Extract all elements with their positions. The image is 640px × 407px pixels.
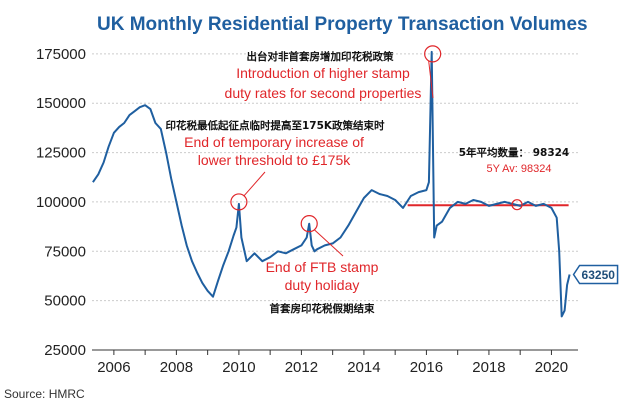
y-axis-ticks: 25000 50000 75000 100000 125000 150000 175000 (36, 46, 86, 359)
annotation-circle-five-year-average (511, 199, 523, 211)
series-line-transactions (92, 50, 571, 318)
y-tick-label-150000: 150000 (36, 95, 86, 112)
end-value-label-text: 63250 (582, 268, 616, 282)
end-value-label: 63250 (572, 264, 619, 285)
source-note: Source: HMRC (4, 387, 85, 401)
x-tick-label-2010: 2010 (222, 359, 255, 376)
grid-lines (92, 53, 578, 351)
leader-second-properties (428, 60, 434, 99)
annotation-en-second-properties-2: duty rates for second properties (225, 85, 422, 101)
x-tick-label-2008: 2008 (160, 359, 193, 376)
annotation-en-threshold-1: End of temporary increase of (184, 134, 364, 150)
annotation-cn-threshold-1: 印花税最低起征点临时提高至175K政策结束时 (165, 119, 385, 132)
annotation-cn-second-properties-1: 出台对非首套房增加印花税政策 (247, 50, 394, 63)
annotation-en-ftb-1: End of FTB stamp (266, 259, 379, 275)
annotation-en-five-year-average-1: 5Y Av: 98324 (486, 163, 551, 175)
x-tick-label-2006: 2006 (97, 359, 130, 376)
annotation-cn-five-year-average-1: 5年平均数量： 98324 (459, 146, 570, 159)
y-tick-label-175000: 175000 (36, 46, 86, 63)
annotation-circle-ftb (300, 215, 318, 233)
leader-ftb (313, 229, 344, 257)
x-tick-label-2016: 2016 (410, 359, 443, 376)
leader-threshold (243, 171, 266, 197)
annotation-en-second-properties-1: Introduction of higher stamp (236, 65, 410, 81)
annotation-cn-ftb-1: 首套房印花税假期结束 (270, 302, 375, 315)
y-tick-label-125000: 125000 (36, 145, 86, 162)
annotations: 出台对非首套房增加印花税政策 Introduction of higher sta… (165, 45, 570, 315)
y-tick-label-25000: 25000 (44, 342, 86, 359)
x-tick-label-2012: 2012 (285, 359, 318, 376)
y-tick-label-75000: 75000 (44, 243, 86, 260)
end-value-label-box (572, 264, 619, 285)
annotation-circle-second-properties (424, 45, 442, 63)
x-tick-label-2018: 2018 (472, 359, 505, 376)
annotation-en-ftb-2: duty holiday (285, 277, 360, 293)
annotation-en-threshold-2: lower threshold to £175k (198, 152, 352, 168)
x-tick-label-2020: 2020 (535, 359, 568, 376)
y-tick-label-50000: 50000 (44, 293, 86, 310)
y-tick-label-100000: 100000 (36, 194, 86, 211)
annotation-circle-threshold (230, 193, 248, 211)
x-tick-label-2014: 2014 (347, 359, 380, 376)
x-axis-ticks: 2006 2008 2010 2012 2014 2016 2018 2020 (97, 350, 568, 376)
chart-title: UK Monthly Residential Property Transact… (97, 14, 588, 35)
